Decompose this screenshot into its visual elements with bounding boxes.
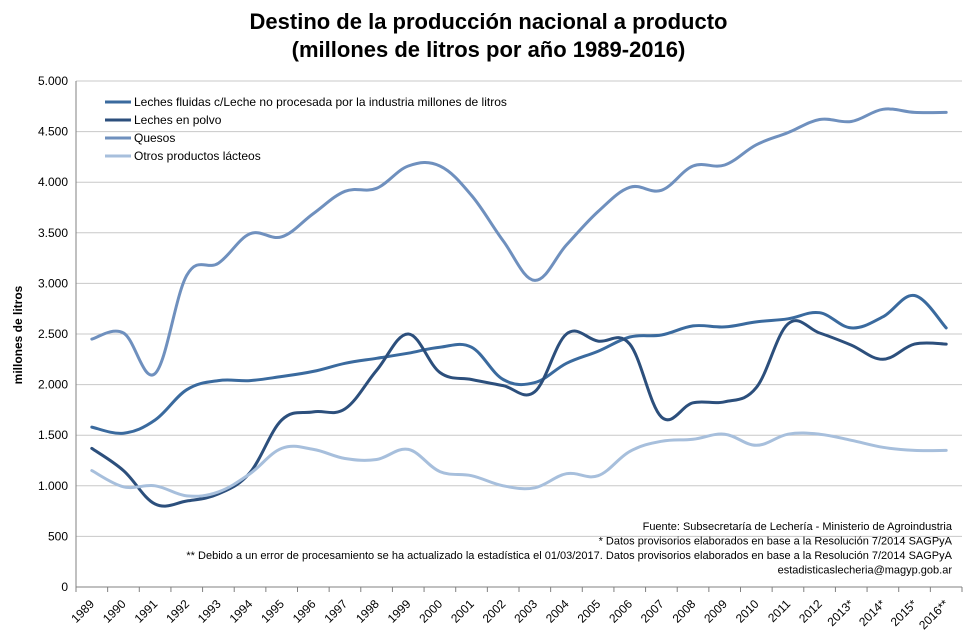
axes	[75, 81, 963, 592]
x-tick-label: 2010	[733, 597, 762, 626]
x-tick-label: 2004	[543, 597, 572, 626]
series-line-4	[90, 431, 948, 498]
y-tick-labels: 0 500 1.000 1.500 2.000 2.500 3.000 3.500 4.000 4…	[38, 74, 68, 594]
source-note: Fuente: Subsecretaría de Lechería - Mini…	[643, 521, 953, 533]
x-tick-label: 1998	[353, 597, 382, 626]
x-tick-label: 2001	[448, 597, 477, 626]
series-lines	[90, 107, 948, 508]
y-tick-label: 3.500	[38, 226, 68, 240]
source-note: * Datos provisorios elaborados en base a…	[599, 536, 953, 548]
series-line-1	[90, 293, 948, 435]
x-tick-label: 2000	[416, 597, 445, 626]
chart-title: Destino de la producción nacional a prod…	[249, 9, 728, 34]
x-tick-label: 2007	[638, 597, 667, 626]
x-tick-label: 2015*	[888, 597, 920, 629]
y-tick-label: 4.000	[38, 175, 68, 189]
source-note: ** Debido a un error de procesamiento se…	[186, 550, 952, 562]
x-tick-label: 1992	[163, 597, 192, 626]
y-tick-label: 1.000	[38, 479, 68, 493]
y-tick-label: 1.500	[38, 428, 68, 442]
x-tick-label: 2006	[606, 597, 635, 626]
x-tick-label: 1990	[100, 597, 129, 626]
y-tick-label: 500	[48, 529, 68, 543]
chart-subtitle: (millones de litros por año 1989-2016)	[291, 37, 686, 62]
x-tick-label: 2008	[670, 597, 699, 626]
x-tick-label: 2002	[480, 597, 509, 626]
x-tick-label: 2014*	[856, 597, 888, 629]
x-tick-label: 1999	[385, 597, 414, 626]
y-axis-label: millones de litros	[11, 285, 25, 384]
x-tick-label: 1989	[68, 597, 97, 626]
legend: Leches fluidas c/Leche no procesada por …	[105, 95, 507, 163]
series-line-3	[90, 107, 948, 377]
legend-entry: Leches fluidas c/Leche no procesada por …	[134, 95, 507, 109]
legend-entry: Otros productos lácteos	[134, 149, 261, 163]
legend-entry: Leches en polvo	[134, 113, 222, 127]
x-tick-label: 1996	[290, 597, 319, 626]
x-tick-label: 2003	[511, 597, 540, 626]
x-tick-label: 2013*	[824, 597, 856, 629]
x-tick-label: 1991	[132, 597, 161, 626]
x-tick-label: 2012	[796, 597, 825, 626]
legend-entry: Quesos	[134, 131, 175, 145]
x-tick-label: 2016**	[916, 597, 952, 633]
source-notes: Fuente: Subsecretaría de Lechería - Mini…	[186, 521, 952, 577]
x-tick-label: 2011	[765, 597, 793, 625]
y-tick-label: 3.000	[38, 276, 68, 290]
x-tick-label: 1994	[227, 597, 256, 626]
x-tick-label: 1993	[195, 597, 224, 626]
x-tick-label: 1995	[258, 597, 287, 626]
y-tick-label: 0	[61, 580, 68, 594]
y-tick-label: 2.000	[38, 378, 68, 392]
x-tick-label: 1997	[321, 597, 350, 626]
source-note: estadisticaslecheria@magyp.gob.ar	[778, 565, 953, 577]
y-tick-label: 2.500	[38, 327, 68, 341]
chart-title-block: Destino de la producción nacional a prod…	[0, 8, 977, 64]
y-tick-label: 4.500	[38, 125, 68, 139]
series-line-2	[90, 319, 948, 508]
x-tick-labels: 1989 1990 1991 1992 1993 1994 1995 1996 1997 1998…	[68, 597, 951, 633]
x-tick-label: 2009	[701, 597, 730, 626]
x-tick-label: 2005	[575, 597, 604, 626]
y-tick-label: 5.000	[38, 74, 68, 88]
